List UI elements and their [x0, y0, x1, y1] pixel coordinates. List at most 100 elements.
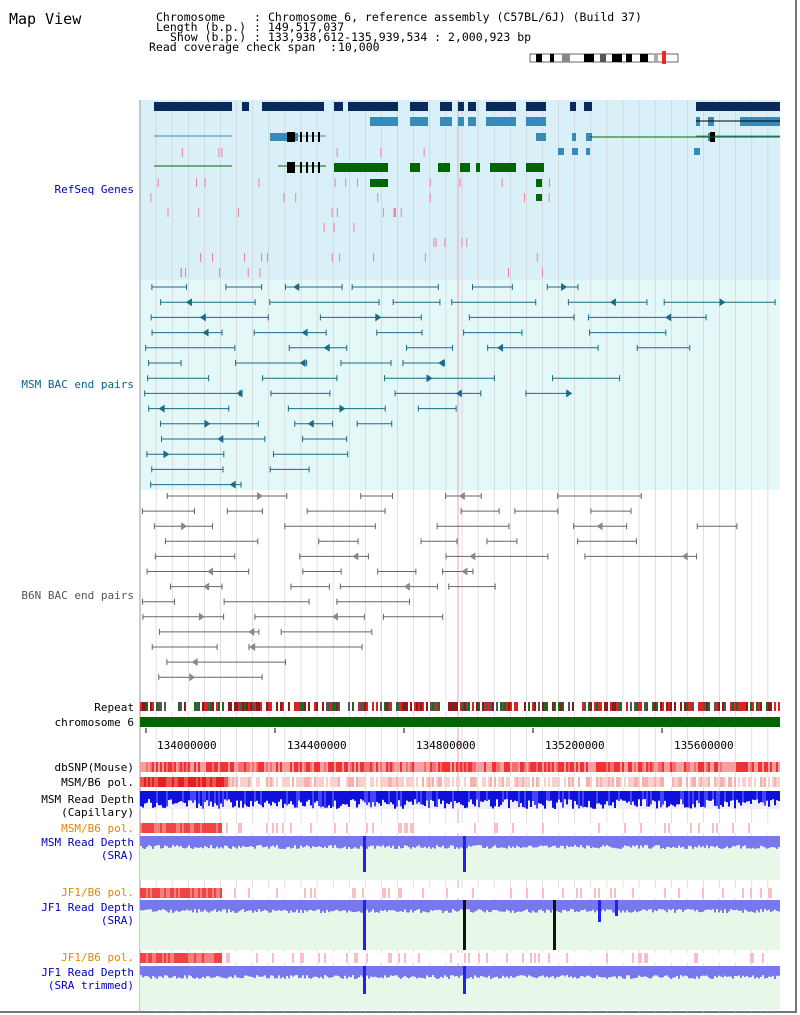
depth-bar: [214, 966, 216, 978]
track-label-jf1-depth-trim: JF1 Read Depth: [41, 966, 134, 979]
depth-bar: [560, 836, 562, 846]
heat-cell: [428, 823, 430, 833]
depth-bar: [194, 836, 196, 848]
repeat-mark: [766, 702, 768, 711]
depth-bar: [602, 966, 604, 978]
heat-cell: [208, 888, 210, 898]
depth-bar: [334, 900, 336, 911]
depth-bar: [616, 966, 618, 979]
heat-cell: [302, 823, 304, 833]
heat-cell: [288, 777, 290, 787]
depth-bar: [308, 966, 310, 978]
depth-bar: [270, 836, 272, 847]
heat-cell: [578, 953, 580, 963]
depth-bar: [500, 966, 502, 979]
heat-cell: [326, 823, 328, 833]
heat-cell: [300, 953, 302, 963]
heat-cell: [748, 823, 750, 833]
depth-bar: [388, 791, 390, 805]
bac-end-arrow: [185, 298, 192, 307]
heat-cell: [366, 888, 368, 898]
heat-cell: [290, 823, 292, 833]
repeat-mark: [494, 702, 496, 711]
heat-cell: [318, 823, 320, 833]
heat-cell: [168, 762, 170, 772]
heat-cell: [710, 953, 712, 963]
depth-bar: [772, 791, 774, 800]
heat-cell: [420, 823, 422, 833]
heat-cell: [326, 762, 328, 772]
repeat-mark: [398, 702, 400, 711]
depth-bar: [218, 836, 220, 849]
heat-cell: [254, 762, 256, 772]
repeat-mark: [256, 702, 258, 711]
depth-bar: [476, 836, 478, 846]
depth-bar: [326, 791, 328, 808]
depth-bar: [766, 966, 768, 979]
depth-bar: [460, 791, 462, 805]
repeat-mark: [384, 702, 386, 711]
heat-cell: [352, 953, 354, 963]
depth-bar: [614, 966, 616, 977]
heat-cell: [734, 823, 736, 833]
heat-cell: [608, 888, 610, 898]
heat-cell: [170, 777, 172, 787]
depth-bar: [530, 900, 532, 913]
depth-bar: [324, 836, 326, 847]
depth-bar: [356, 966, 358, 979]
depth-bar: [702, 791, 704, 807]
depth-bar: [462, 791, 464, 806]
depth-bar: [482, 791, 484, 802]
heat-cell: [400, 762, 402, 772]
heat-cell: [412, 888, 414, 898]
heat-cell: [228, 888, 230, 898]
repeat-mark: [534, 702, 536, 711]
heat-cell: [210, 762, 212, 772]
repeat-mark: [312, 702, 314, 711]
depth-bar: [192, 900, 194, 913]
heat-cell: [450, 762, 452, 772]
depth-bar: [558, 966, 560, 977]
heat-cell: [428, 888, 430, 898]
heat-cell: [736, 762, 738, 772]
depth-bar: [146, 836, 148, 848]
heat-cell: [424, 762, 426, 772]
depth-bar: [416, 900, 418, 910]
heat-cell: [142, 888, 144, 898]
repeat-mark: [514, 702, 516, 711]
depth-bar: [532, 900, 534, 911]
repeat-mark: [264, 702, 266, 711]
depth-bar: [206, 791, 208, 801]
depth-bar: [736, 836, 738, 846]
heat-cell: [360, 888, 362, 898]
heat-cell: [166, 823, 168, 833]
heat-cell: [316, 777, 318, 787]
depth-bar: [422, 966, 424, 978]
heat-cell: [328, 762, 330, 772]
repeat-mark: [582, 702, 584, 711]
heat-cell: [772, 953, 774, 963]
heat-cell: [202, 762, 204, 772]
heat-cell: [342, 777, 344, 787]
repeat-mark: [486, 702, 488, 711]
depth-bar: [266, 836, 268, 847]
depth-bar: [232, 900, 234, 911]
heat-cell: [670, 888, 672, 898]
heat-cell: [162, 888, 164, 898]
gene-exon: [572, 148, 578, 155]
depth-bar: [562, 836, 564, 847]
heat-cell: [688, 823, 690, 833]
repeat-mark: [390, 702, 392, 711]
heat-cell: [778, 777, 780, 787]
heat-cell: [380, 823, 382, 833]
depth-bar: [752, 791, 754, 800]
heat-cell: [196, 953, 198, 963]
depth-bar: [388, 966, 390, 977]
depth-bar: [778, 836, 780, 848]
depth-bar: [308, 900, 310, 911]
heat-cell: [588, 953, 590, 963]
heat-cell: [218, 888, 220, 898]
heat-cell: [418, 823, 420, 833]
depth-bar: [606, 836, 608, 846]
